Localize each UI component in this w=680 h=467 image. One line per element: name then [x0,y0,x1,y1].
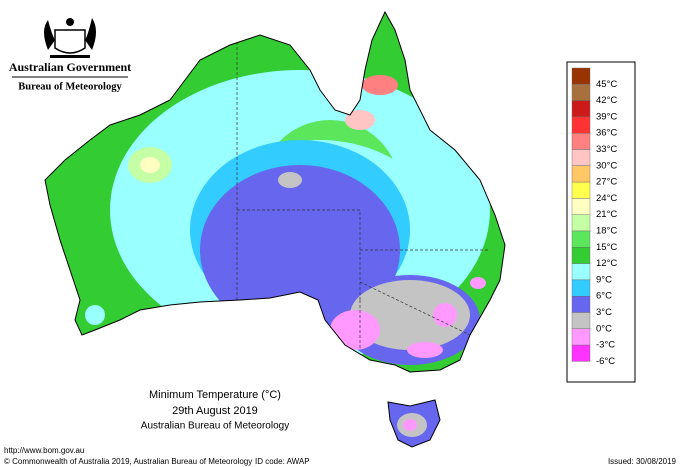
legend-swatch [571,279,591,297]
footer-issued: Issued: 30/08/2019 [608,457,677,466]
legend-label: 6°C [596,291,612,302]
legend-swatch [571,328,591,346]
legend-swatch [571,247,591,264]
legend-swatch [571,149,591,166]
state-borders [236,42,490,348]
footer-url: http://www.bom.gov.au [4,446,84,455]
legend-label: 33°C [596,144,617,155]
legend-swatch [571,230,591,248]
map-source: Australian Bureau of Meteorology [141,421,289,432]
legend-label: -3°C [596,340,615,351]
legend: 45°C 42°C 39°C 36°C 33°C 30°C 27°C 24°C 21°C 18°C… [571,67,617,367]
legend-label: 15°C [596,242,617,253]
legend-label: -6°C [596,356,615,367]
legend-swatch [571,67,591,85]
legend-swatch [571,132,591,150]
legend-label: 39°C [596,111,617,122]
legend-swatch [571,296,591,313]
legend-swatch [571,181,591,199]
legend-label: 21°C [596,209,617,220]
legend-swatch [571,263,591,281]
footer-id: ID code: AWAP [255,457,310,466]
legend-swatch [571,312,591,329]
header-title: Australian Government [9,60,131,74]
legend-label: 45°C [596,79,617,90]
legend-label: 3°C [596,307,612,318]
legend-swatch [571,214,591,232]
legend-label: 27°C [596,177,617,188]
header-subtitle: Bureau of Meteorology [18,81,122,92]
legend-swatch [571,84,591,101]
legend-swatch [571,165,591,183]
map-title: Minimum Temperature (°C) [149,389,281,401]
legend-swatch [571,116,591,134]
legend-swatch [571,344,591,362]
legend-label: 9°C [596,274,612,285]
tasmania-outline [387,399,441,448]
legend-label: 24°C [596,193,617,204]
legend-label: 30°C [596,160,617,171]
legend-swatch [571,100,591,118]
coat-of-arms [44,18,96,58]
legend-label: 42°C [596,95,617,106]
legend-label: 0°C [596,323,612,334]
legend-label: 36°C [596,128,617,139]
legend-label: 12°C [596,258,617,269]
legend-label: 18°C [596,226,617,237]
footer-copyright: © Commonwealth of Australia 2019, Austra… [4,457,252,466]
mainland-fill [45,12,505,372]
map-date: 29th August 2019 [172,405,258,417]
legend-swatch [571,198,591,215]
